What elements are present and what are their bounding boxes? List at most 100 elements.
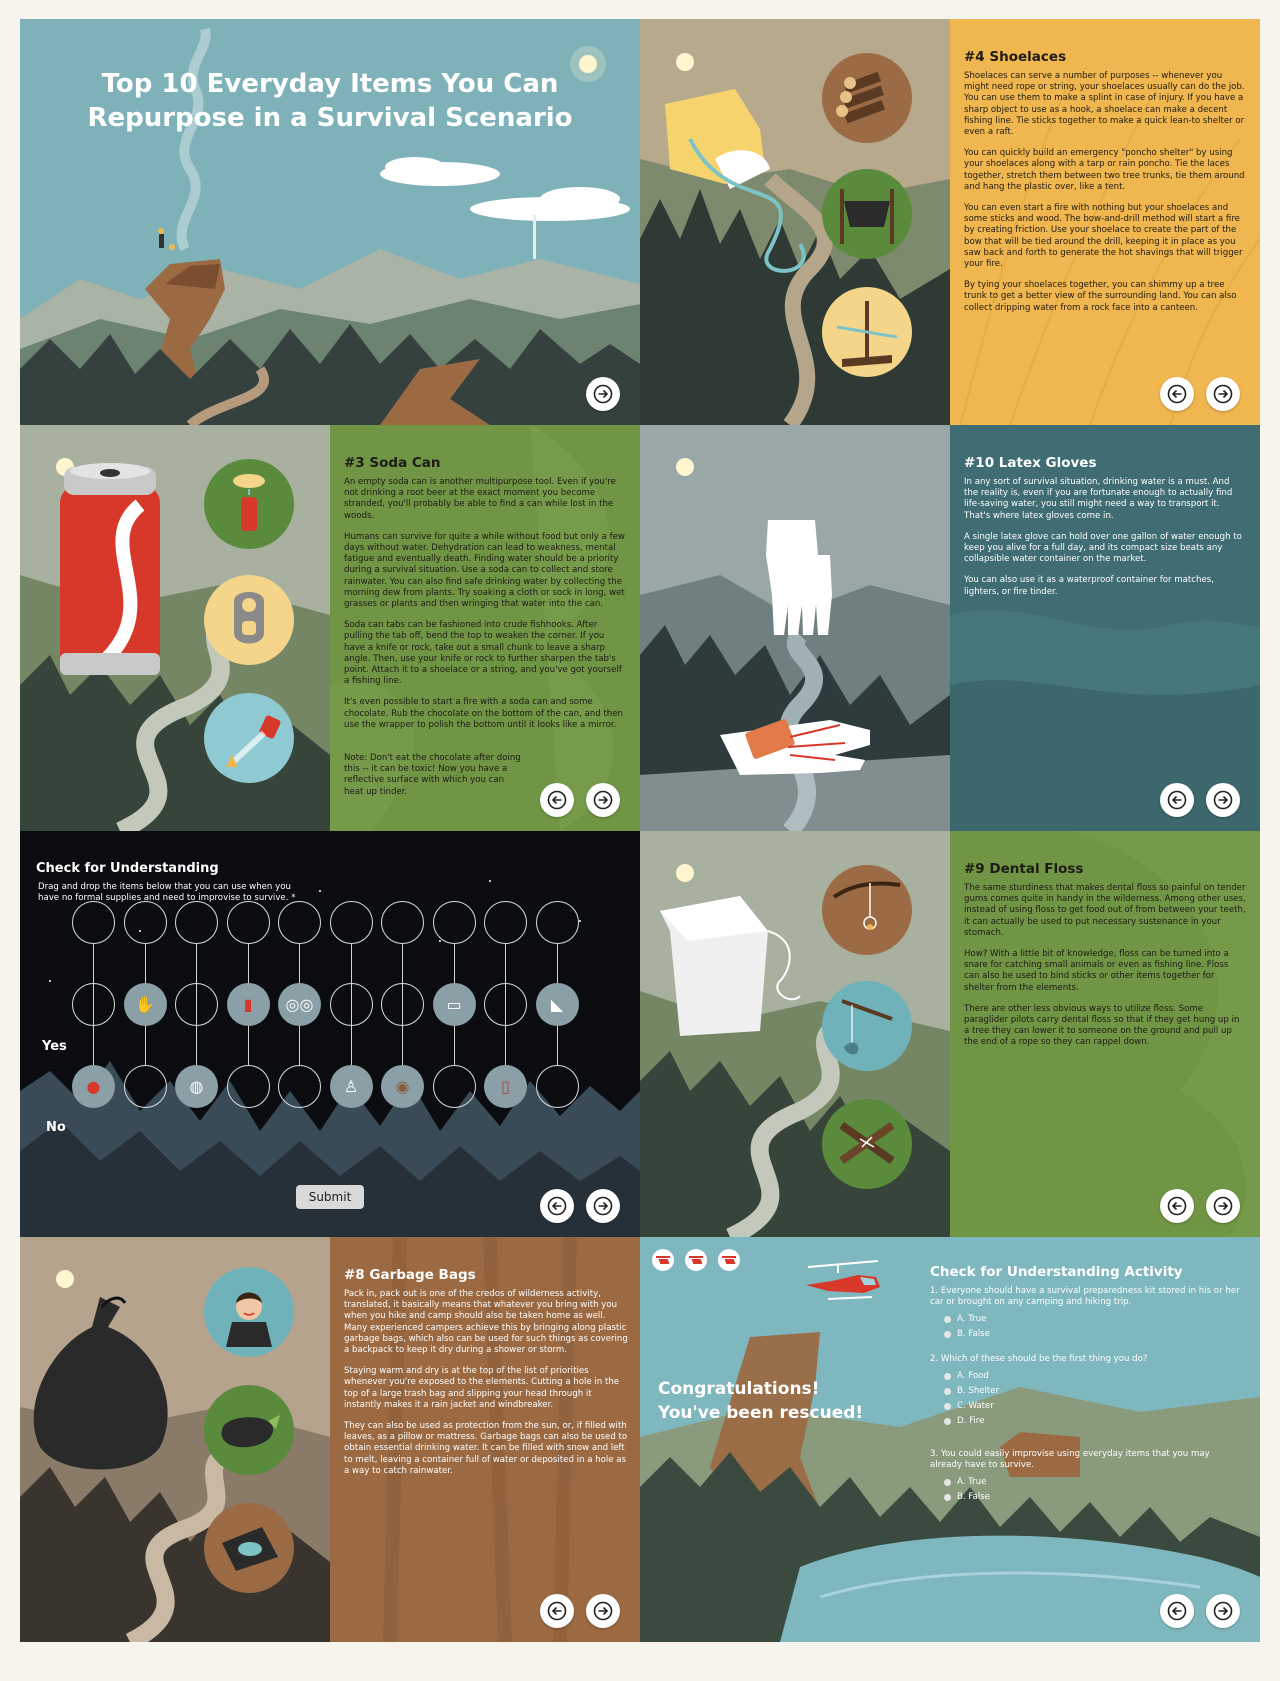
draggable-item-sock[interactable]: ◣ (535, 983, 579, 1026)
shoelaces-heading: #4 Shoelaces (964, 49, 1067, 65)
source-slot[interactable] (432, 901, 476, 944)
radio-button[interactable] (944, 1418, 951, 1425)
paragraph: By tying your shoelaces together, you ca… (964, 280, 1237, 313)
arrow-left-icon (1167, 1196, 1187, 1216)
source-slot[interactable] (175, 901, 218, 944)
draggable-item-glove[interactable]: ✋ (123, 983, 167, 1026)
yes-drop-slot[interactable] (329, 983, 373, 1026)
source-slot[interactable] (329, 901, 373, 944)
yes-drop-slot[interactable] (175, 983, 218, 1026)
floss-text-panel: #9 Dental Floss The same sturdiness that… (950, 831, 1260, 1237)
soda-can-icon: ▮ (243, 995, 253, 1014)
draggable-item-ball[interactable]: ◍ (175, 1065, 218, 1108)
garbage-text-panel: #8 Garbage Bags Pack in, pack out is one… (330, 1237, 640, 1642)
source-slot[interactable] (226, 901, 270, 944)
source-slot[interactable] (381, 901, 424, 944)
draggable-item-cookie[interactable]: ◉ (381, 1065, 424, 1108)
can-collecting-water-icon (204, 459, 294, 549)
prev-button[interactable] (1160, 783, 1194, 817)
garbage-illustration-panel (20, 1237, 330, 1642)
radio-button[interactable] (944, 1316, 951, 1323)
next-button[interactable] (1206, 1189, 1240, 1223)
cover-title-line1: Top 10 Everyday Items You Can (101, 69, 559, 99)
option-label: B. False (957, 1329, 990, 1339)
option-radio[interactable]: C. Water (944, 1401, 1240, 1412)
radio-button[interactable] (944, 1373, 951, 1380)
paragraph: A single latex glove can hold over one g… (964, 531, 1242, 565)
prev-button[interactable] (540, 783, 574, 817)
cover-landscape-illustration (20, 19, 640, 425)
option-label: C. Water (957, 1401, 994, 1411)
helicopter-life-icon (652, 1249, 674, 1271)
soda-illustration-panel (20, 425, 330, 831)
submit-button[interactable]: Submit (296, 1185, 364, 1209)
bottle-cap-icon: ● (86, 1077, 101, 1096)
source-slot[interactable] (484, 901, 527, 944)
next-button[interactable] (1206, 377, 1240, 411)
option-radio[interactable]: B. False (944, 1492, 1240, 1503)
next-button[interactable] (586, 1594, 620, 1628)
draggable-item-glasses[interactable]: ◎◎ (278, 983, 321, 1026)
no-drop-slot[interactable] (123, 1065, 167, 1108)
no-drop-slot[interactable] (226, 1065, 270, 1108)
helicopter-life-icon (718, 1249, 740, 1271)
next-button[interactable] (586, 377, 620, 411)
infographic-frame: Top 10 Everyday Items You Can Repurpose … (20, 19, 1260, 1642)
radio-button[interactable] (944, 1479, 951, 1486)
note: Note: Don't eat the chocolate after doin… (344, 753, 521, 797)
prev-button[interactable] (540, 1189, 574, 1223)
prev-button[interactable] (1160, 377, 1194, 411)
option-radio[interactable]: B. Shelter (944, 1386, 1240, 1397)
cookie-icon: ◉ (395, 1077, 410, 1096)
source-slot[interactable] (535, 901, 579, 944)
arrow-left-icon (1167, 384, 1187, 404)
sock-icon: ◣ (550, 995, 564, 1014)
draggable-item-lipstick[interactable]: ▯ (484, 1065, 527, 1108)
radio-button[interactable] (944, 1494, 951, 1501)
next-button[interactable] (586, 783, 620, 817)
prev-button[interactable] (1160, 1594, 1194, 1628)
arrow-left-icon (1167, 790, 1187, 810)
leaf-texture (330, 425, 614, 831)
radio-button[interactable] (944, 1388, 951, 1395)
option-radio[interactable]: A. True (944, 1477, 1240, 1488)
logs-icon (822, 53, 912, 143)
gloves-article: #10 Latex Gloves In any sort of survival… (964, 455, 1246, 608)
option-label: A. True (957, 1314, 987, 1324)
soda-text-panel: #3 Soda Can An empty soda can is another… (330, 425, 640, 831)
no-row-label: No (46, 1120, 66, 1135)
bound-sticks-icon (822, 1099, 912, 1189)
no-drop-slot[interactable] (535, 1065, 579, 1108)
next-button[interactable] (1206, 1594, 1240, 1628)
draggable-item-bottle-cap[interactable]: ● (72, 1065, 115, 1108)
option-radio[interactable]: A. Food (944, 1371, 1240, 1382)
option-radio[interactable]: A. True (944, 1314, 1240, 1325)
option-radio[interactable]: D. Fire (944, 1416, 1240, 1427)
grass-texture (959, 78, 1260, 425)
yes-drop-slot[interactable] (381, 983, 424, 1026)
radio-button[interactable] (944, 1331, 951, 1338)
no-drop-slot[interactable] (278, 1065, 321, 1108)
option-radio[interactable]: B. False (944, 1329, 1240, 1340)
prev-button[interactable] (540, 1594, 574, 1628)
check-understanding-panel: Check for Understanding Drag and drop th… (20, 831, 640, 1237)
next-button[interactable] (1206, 783, 1240, 817)
tooth-icon: ♙ (343, 1077, 359, 1096)
yes-drop-slot[interactable] (72, 983, 115, 1026)
radio-button[interactable] (944, 1403, 951, 1410)
source-slot[interactable] (278, 901, 321, 944)
draggable-item-floss[interactable]: ▭ (432, 983, 476, 1026)
draggable-item-soda-can[interactable]: ▮ (226, 983, 270, 1026)
congrats-line2: You've been rescued! (658, 1403, 864, 1423)
source-slot[interactable] (123, 901, 167, 944)
prev-button[interactable] (1160, 1189, 1194, 1223)
draggable-item-tooth[interactable]: ♙ (329, 1065, 373, 1108)
no-drop-slot[interactable] (432, 1065, 476, 1108)
lipstick-icon: ▯ (501, 1077, 510, 1096)
next-button[interactable] (586, 1189, 620, 1223)
arrow-left-icon (1167, 1601, 1187, 1621)
paragraph: They can also be used as protection from… (344, 1421, 628, 1476)
yes-drop-slot[interactable] (484, 983, 527, 1026)
tarp-shelter-icon (822, 169, 912, 259)
source-slot[interactable] (72, 901, 115, 944)
